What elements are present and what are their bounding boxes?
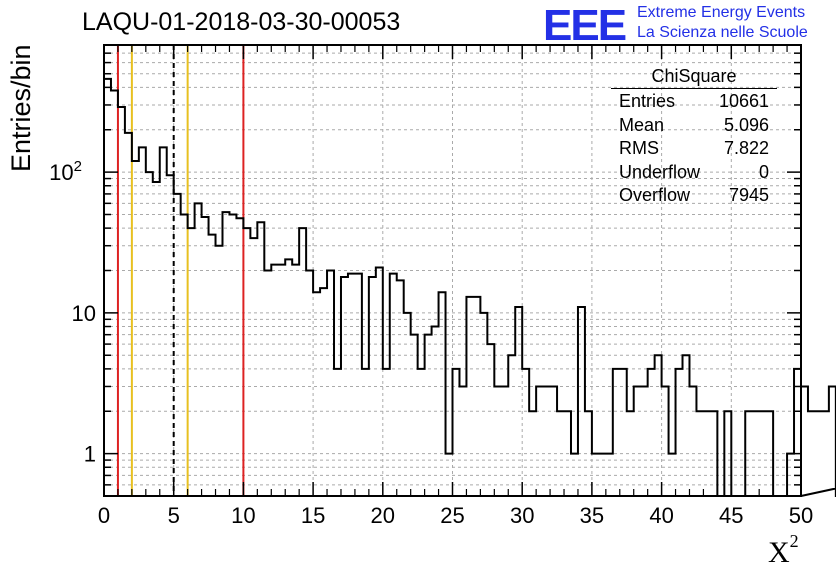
x-tick-label: 40: [649, 503, 673, 528]
x-tick-label: 5: [168, 503, 180, 528]
stats-value: 7945: [728, 185, 769, 205]
stats-title: ChiSquare: [611, 66, 777, 89]
x-axis-label-sup: 2: [789, 531, 799, 551]
x-tick-label: 45: [719, 503, 743, 528]
x-tick-label: 25: [440, 503, 464, 528]
stats-row-rms: RMS 7.822: [611, 138, 777, 162]
stats-row-entries: Entries 10661: [611, 91, 777, 115]
eee-logo: EEE: [543, 1, 627, 50]
stats-label: RMS: [619, 138, 659, 158]
x-tick-label: 35: [580, 503, 604, 528]
x-tick-label: 15: [301, 503, 325, 528]
stats-label: Underflow: [619, 161, 701, 182]
y-tick-label: 10: [72, 301, 96, 326]
x-axis-label: X2: [768, 531, 799, 570]
stats-row-underflow: Underflow 0: [611, 162, 777, 186]
x-tick-label: 20: [371, 503, 395, 528]
stats-value: 5.096: [723, 114, 769, 135]
stats-value: 0: [758, 161, 769, 182]
chart-title: LAQU-01-2018-03-30-00053: [82, 8, 401, 36]
stats-label: Mean: [619, 114, 665, 135]
stats-label: Entries: [619, 91, 676, 111]
x-tick-label: 0: [98, 503, 110, 528]
x-tick-label: 10: [231, 503, 255, 528]
stats-box: ChiSquare Entries 10661 Mean 5.096 RMS 7…: [611, 66, 777, 209]
x-axis-label-base: X: [768, 536, 790, 569]
stats-value: 7.822: [723, 138, 769, 158]
logo-line-2: La Scienza nelle Scuole: [637, 24, 808, 41]
y-tick-label: 102: [49, 158, 82, 185]
x-tick-label: 50: [789, 503, 813, 528]
x-tick-label: 30: [510, 503, 534, 528]
stats-row-mean: Mean 5.096: [611, 115, 777, 139]
stats-label: Overflow: [619, 185, 691, 205]
y-tick-label: 1: [84, 442, 96, 467]
logo-line-1: Extreme Energy Events: [637, 4, 806, 21]
stats-value: 10661: [718, 91, 769, 111]
stats-row-overflow: Overflow 7945: [611, 185, 777, 209]
